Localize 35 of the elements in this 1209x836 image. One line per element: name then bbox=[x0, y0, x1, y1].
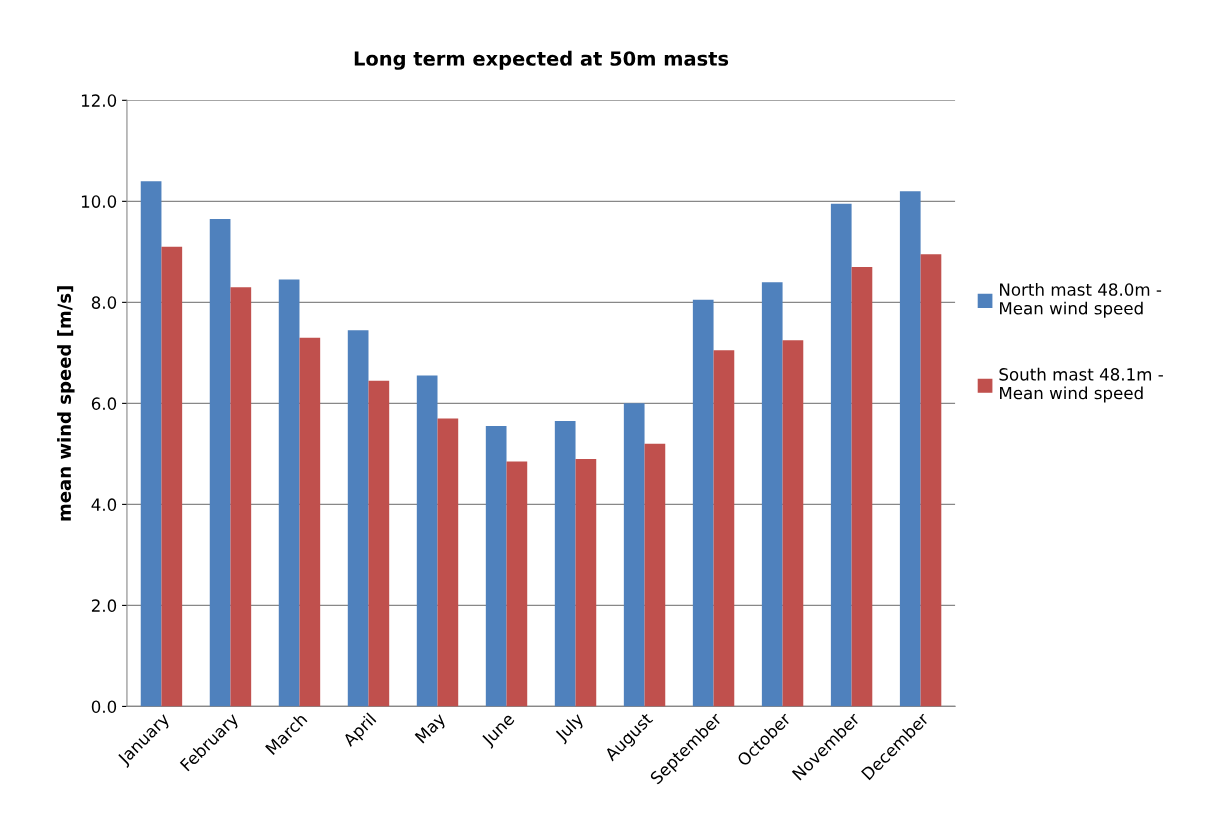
bar bbox=[368, 380, 390, 707]
bar bbox=[299, 337, 321, 707]
y-tick-label: 4.0 bbox=[91, 498, 117, 511]
bar bbox=[575, 458, 597, 707]
bar bbox=[347, 330, 369, 707]
bar bbox=[851, 267, 873, 707]
y-tick-label: 8.0 bbox=[91, 296, 117, 309]
bar bbox=[278, 279, 300, 707]
bar bbox=[506, 461, 528, 707]
legend-label: North mast 48.0m - Mean wind speed bbox=[1000, 282, 1162, 318]
legend-label: South mast 48.1m - Mean wind speed bbox=[999, 367, 1163, 403]
bar bbox=[554, 421, 576, 707]
y-tick-label: 12.0 bbox=[81, 94, 117, 107]
bar bbox=[416, 375, 438, 707]
bar bbox=[485, 426, 507, 707]
bar bbox=[230, 287, 252, 707]
bar bbox=[830, 203, 852, 707]
bar bbox=[437, 418, 459, 707]
bar bbox=[161, 246, 183, 707]
y-tick-label: 10.0 bbox=[81, 195, 117, 208]
bar bbox=[920, 254, 942, 707]
bar bbox=[713, 350, 735, 707]
y-tick-label: 2.0 bbox=[91, 599, 117, 612]
y-tick-label: 6.0 bbox=[91, 397, 117, 410]
chart-title: Long term expected at 50m masts bbox=[354, 50, 729, 70]
bar bbox=[623, 403, 645, 707]
y-axis-title: mean wind speed [m/s] bbox=[57, 286, 75, 521]
bar bbox=[140, 181, 162, 707]
bar bbox=[782, 340, 804, 707]
y-tick-label: 0.0 bbox=[91, 700, 117, 713]
bar bbox=[644, 443, 666, 707]
bar bbox=[761, 282, 783, 707]
bar bbox=[209, 219, 231, 707]
bar bbox=[899, 191, 921, 707]
bar bbox=[692, 299, 714, 707]
